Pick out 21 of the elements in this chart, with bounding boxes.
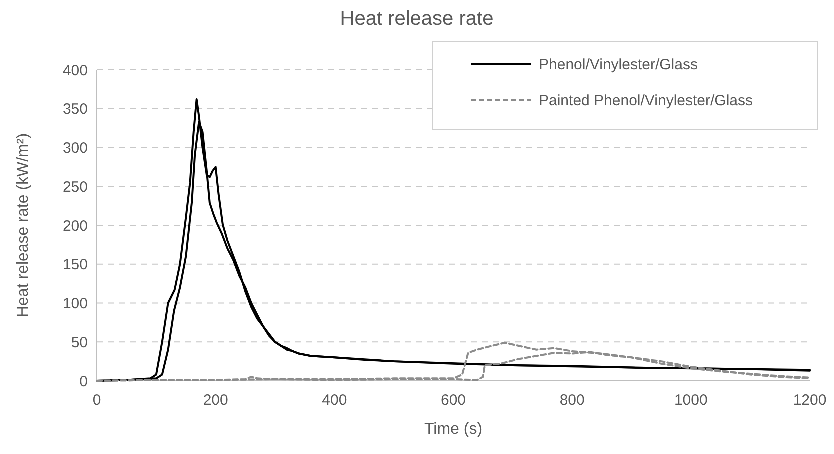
y-tick-label: 200 [62, 218, 88, 235]
legend-label: Painted Phenol/Vinylester/Glass [539, 92, 754, 110]
legend-label: Phenol/Vinylester/Glass [539, 56, 698, 74]
y-tick-label: 400 [62, 62, 88, 80]
x-tick-label: 600 [440, 392, 466, 409]
y-tick-label: 150 [62, 256, 88, 274]
y-axis-title: Heat release rate (kW/m²) [15, 133, 32, 318]
y-tick-label: 0 [80, 373, 88, 390]
y-tick-label: 250 [62, 178, 88, 196]
x-tick-label: 800 [560, 392, 585, 409]
y-tick-label: 300 [62, 140, 88, 157]
x-axis-title: Time (s) [424, 421, 483, 438]
x-tick-label: 200 [203, 392, 228, 409]
x-tick-label: 0 [92, 392, 102, 409]
y-tick-label: 50 [71, 334, 88, 352]
x-tick-label: 400 [322, 392, 348, 409]
y-tick-label: 100 [62, 296, 88, 312]
chart-title: Heat release rate [340, 8, 494, 30]
x-tick-label: 1200 [793, 392, 827, 409]
y-tick-label: 350 [62, 101, 88, 118]
x-tick-label: 1000 [674, 392, 708, 409]
